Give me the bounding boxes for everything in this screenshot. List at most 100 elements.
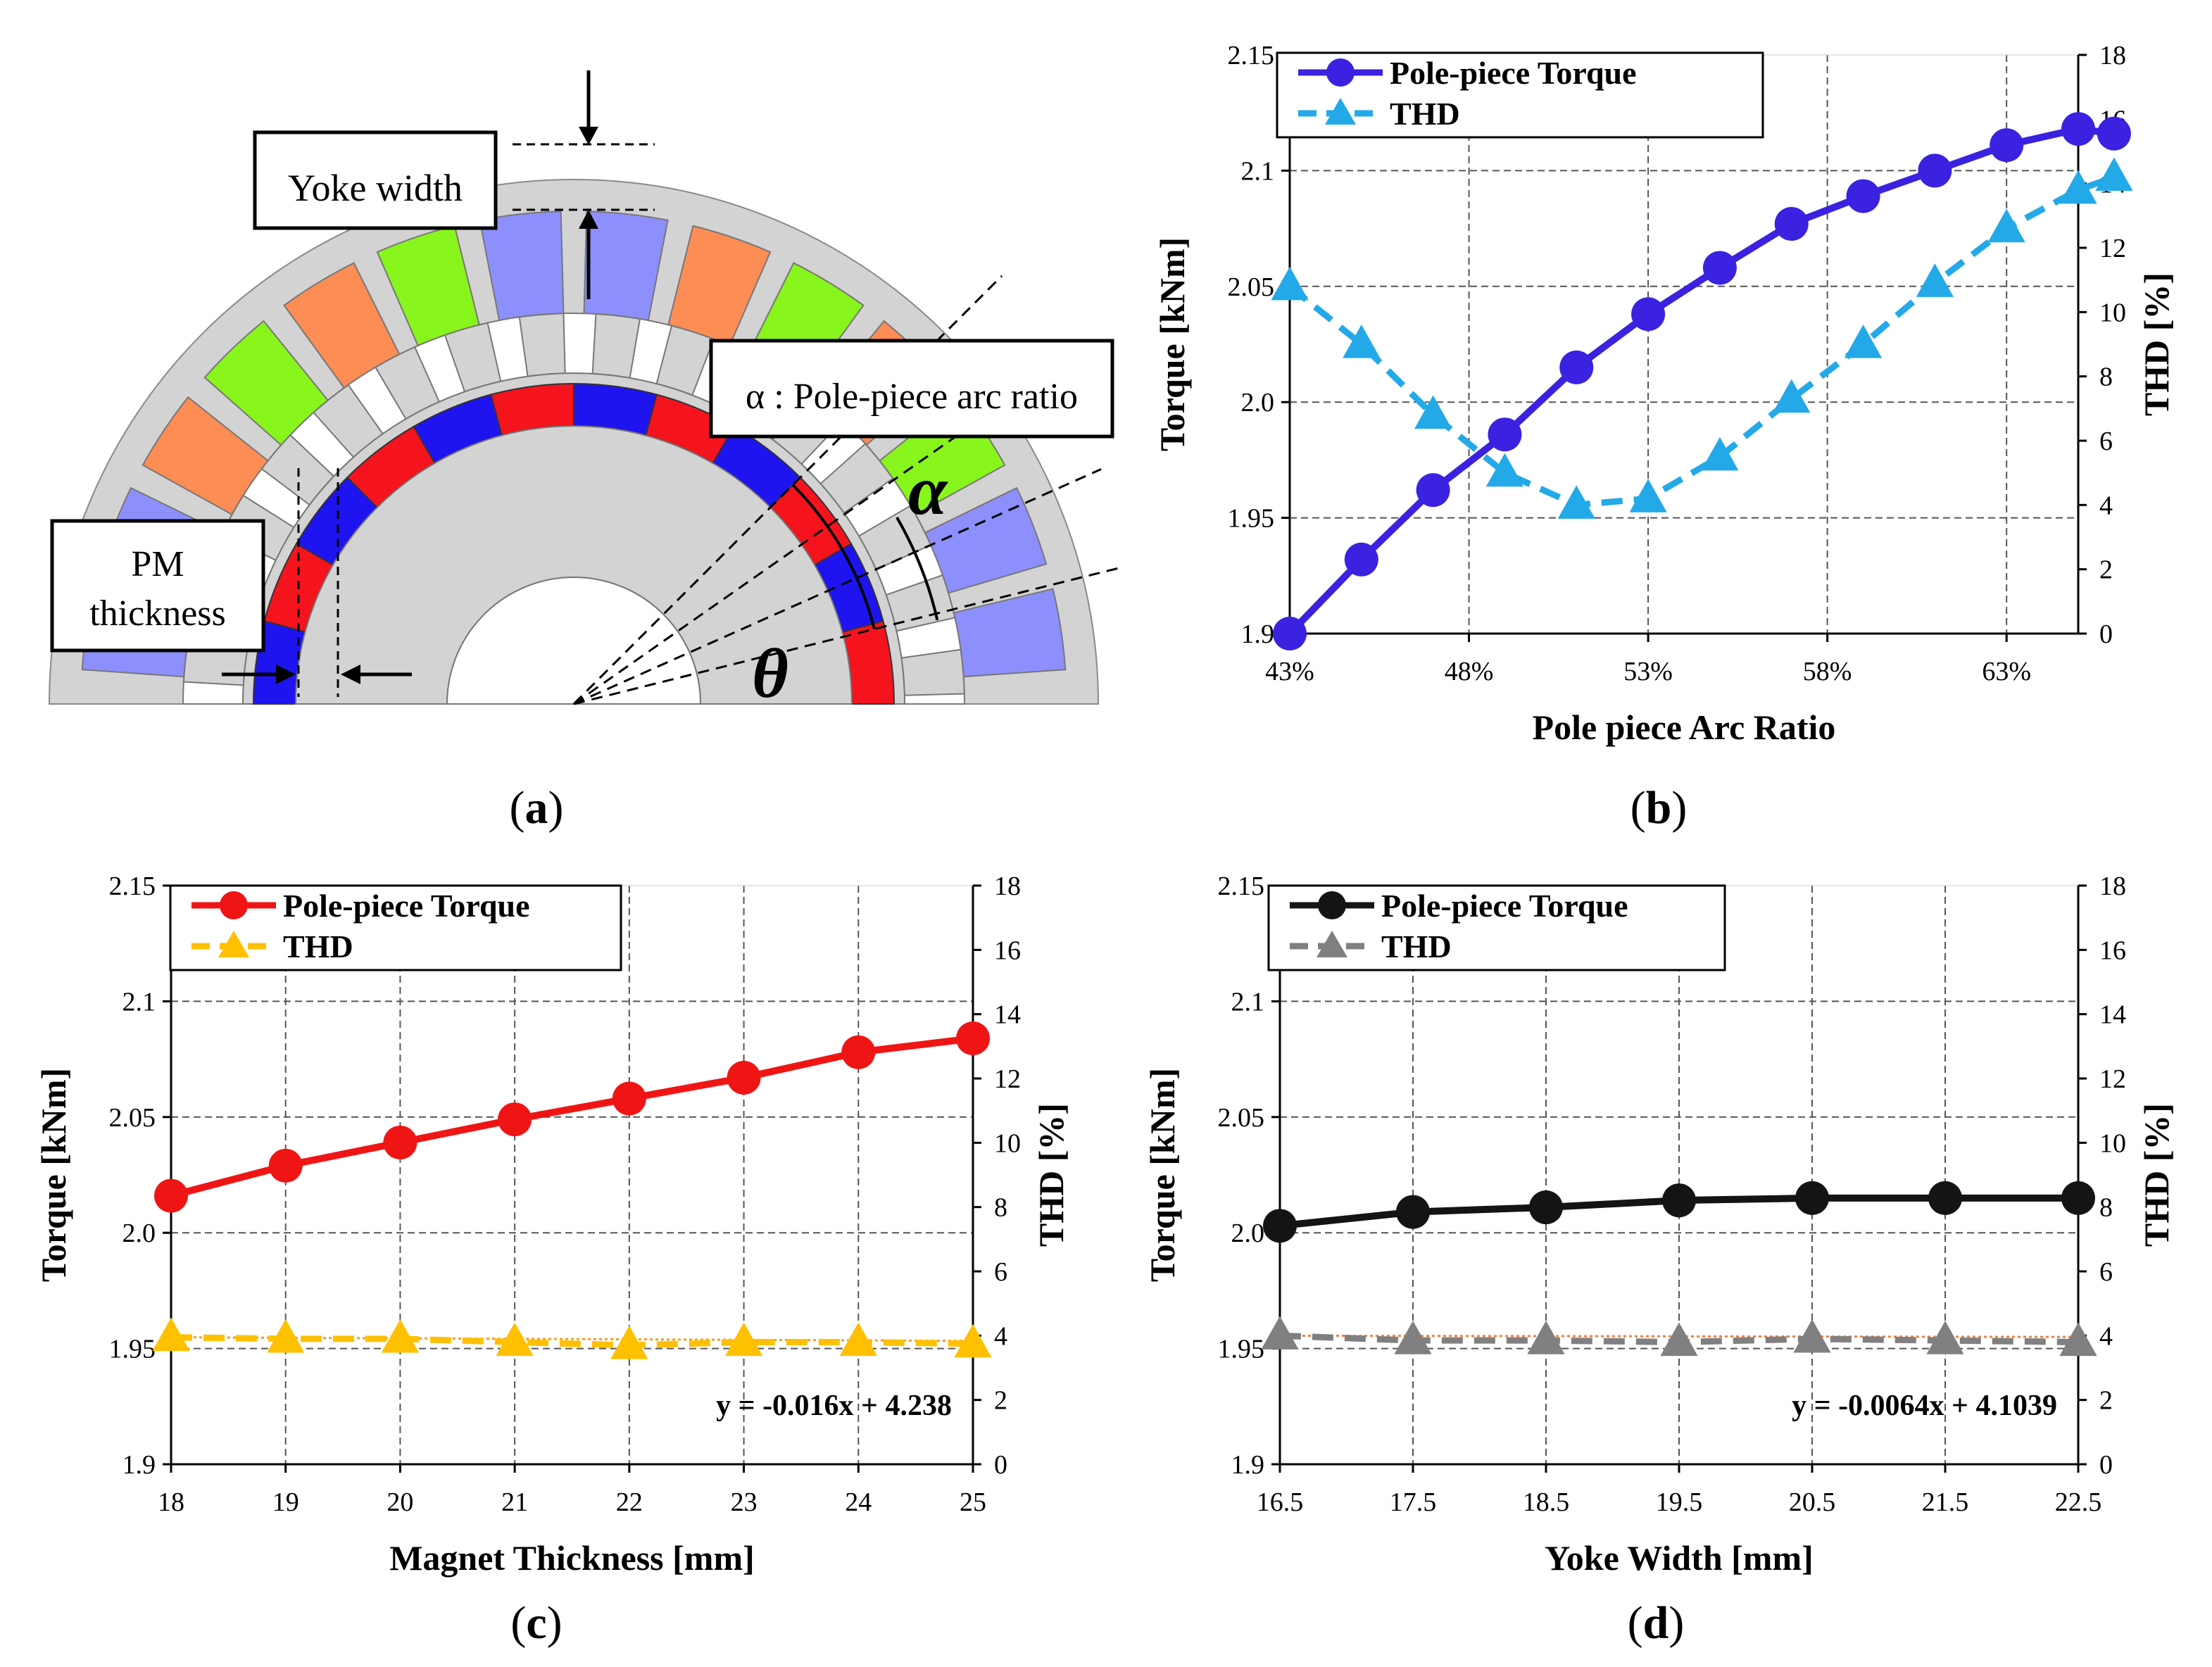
chart-b-series-0-point [1344,542,1378,577]
chart-c-x-tick-label: 20 [387,1487,413,1517]
chart-d-series-0-point [1662,1183,1696,1218]
chart-b-y2-tick-label: 4 [2099,491,2113,520]
chart-b-x-tick-label: 48% [1445,657,1494,686]
chart-b-y-tick-label: 2.1 [1241,156,1275,186]
chart-d-y2-tick-label: 8 [2099,1193,2113,1223]
chart-c-x-tick-label: 19 [272,1487,299,1517]
chart-c-series-0-point [383,1125,417,1159]
caption-b: (b) [1630,782,1688,834]
chart-d-y2-tick-label: 12 [2099,1064,2126,1094]
chart-b-series-0-point [1918,153,1952,188]
chart-b-series-0-point [1416,473,1450,508]
chart-c: 1.9 1.95 2.0 2.05 2.1 2.15 0 2 4 6 8 10 12 14 16 18 18 19… [21,852,1105,1612]
chart-c-x-tick-label: 25 [960,1487,986,1517]
chart-c-legend-swatch-marker [220,891,248,919]
chart-c-y2-tick-label: 10 [994,1128,1021,1158]
chart-b-legend-swatch-marker [1325,98,1356,125]
chart-b-y-tick-label: 1.9 [1241,619,1275,649]
pm-arrowhead-left [341,665,360,684]
chart-b-series-0-point [1990,128,2024,163]
chart-b-x-tick-label: 53% [1623,657,1673,686]
pm-arrowhead-right [276,665,296,684]
chart-c-y-tick-label: 2.05 [109,1103,156,1133]
construction-line [573,468,1102,705]
chart-d-svg: 1.9 1.95 2.0 2.05 2.1 2.15 0 2 4 6 8 10 12 14 16 18 16.5… [1143,872,2176,1578]
chart-b-y2-axis-label: THD [%] [2137,272,2176,416]
chart-d-legend-swatch-marker [1318,891,1346,919]
chart-c-series-1-point [152,1317,190,1352]
chart-c-x-tick-label: 24 [845,1487,872,1517]
chart-d-y-tick-label: 1.9 [1231,1450,1265,1480]
chart-d-x-tick-label: 21.5 [1922,1487,1969,1517]
chart-c-y2-axis-label: THD [%] [1031,1103,1071,1247]
chart-d-x-tick-label: 18.5 [1523,1487,1570,1517]
chart-b-series-0-point [1702,251,1737,285]
chart-d-series-0-point [1263,1209,1297,1243]
chart-d-series-1-point [2059,1322,2097,1357]
chart-c-series-1-point [724,1322,763,1357]
chart-c-y2-tick-label: 18 [994,872,1021,901]
pole-piece [518,313,566,377]
pm-thickness-label: PM thickness [50,519,265,653]
chart-c-x-axis-label: Magnet Thickness [mm] [389,1538,755,1578]
chart-b-y2-tick-label: 10 [2099,298,2126,327]
chart-d-x-tick-label: 22.5 [2055,1487,2102,1517]
chart-b-legend-label: THD [1390,96,1460,132]
caption-c-letter: c [526,1597,547,1649]
chart-b-series-1-point [1343,325,1381,358]
motor-diagram: Yoke width α : Pole-piece arc ratio PM t… [0,0,1155,760]
chart-b-x-tick-label: 63% [1982,657,2031,686]
chart-b-y2-tick-label: 18 [2099,41,2126,70]
chart-c-series-1-point [267,1319,305,1353]
chart-c-x-tick-label: 18 [158,1487,184,1517]
chart-c-legend-label: THD [283,929,353,964]
chart-c-series-0-point [727,1060,761,1095]
chart-c-series-1-point [381,1319,420,1353]
chart-d-y2-tick-label: 2 [2099,1386,2113,1416]
chart-d-series-0-point [2061,1181,2095,1215]
chart-b-series-1-point [1916,263,1954,297]
chart-d-x-tick-label: 19.5 [1656,1487,1703,1517]
chart-b-series-1-point [1701,436,1739,471]
chart-d-y-axis-label: Torque [kNm] [1143,1068,1182,1282]
chart-c-trend-equation: y = -0.016x + 4.238 [716,1390,952,1422]
chart-d-y2-tick-label: 14 [2099,1000,2126,1030]
pm-label-line1: PM [131,544,184,584]
chart-b-series-1-point [1773,379,1811,413]
shaft-hole [446,577,702,705]
yoke-arrowhead-up [579,210,598,229]
chart-b-legend-swatch-marker [1326,58,1355,87]
chart-c-y-tick-label: 1.9 [122,1450,156,1480]
chart-d-series-1-point [1261,1316,1299,1350]
chart-d-y2-tick-label: 16 [2099,936,2126,965]
chart-d-y2-tick-label: 4 [2099,1321,2113,1351]
chart-b-series-0-point [1631,297,1666,332]
yoke-arrowhead-down [579,127,598,145]
chart-d-series-1-point [1527,1321,1565,1354]
pm-label-line2: thickness [89,593,226,634]
chart-c-series-0-point [154,1178,188,1213]
chart-c-series-0-point [612,1081,646,1116]
chart-d-series-1-point [1394,1321,1432,1354]
chart-b-series-0-point [2061,112,2095,146]
theta-arc [791,484,876,630]
chart-c-y-axis-label: Torque [kNm] [34,1068,73,1282]
chart-d-y2-tick-label: 6 [2099,1257,2113,1287]
chart-c-y2-tick-label: 2 [994,1386,1007,1416]
chart-b-y-tick-label: 1.95 [1228,504,1275,534]
caption-d-letter: d [1642,1597,1669,1649]
chart-d-series-1-point [1793,1319,1831,1353]
chart-d-y2-tick-label: 0 [2099,1450,2113,1480]
chart-d-series-0-point [1795,1181,1829,1215]
chart-b-x-tick-label: 58% [1803,657,1852,686]
chart-d-legend-label: THD [1381,929,1452,964]
chart-b-legend-box [1276,51,1764,139]
chart-b-series-0-point [1273,617,1307,650]
chart-d-y-tick-label: 1.95 [1218,1335,1265,1364]
chart-d-series-0-point [1928,1181,1962,1215]
theta-symbol: θ [752,634,788,712]
alpha-label-text: α : Pole-piece arc ratio [746,377,1078,417]
chart-c-legend-swatch-marker [218,931,249,957]
chart-b-y-tick-label: 2.15 [1228,41,1275,70]
chart-b-y2-tick-label: 12 [2099,234,2126,263]
